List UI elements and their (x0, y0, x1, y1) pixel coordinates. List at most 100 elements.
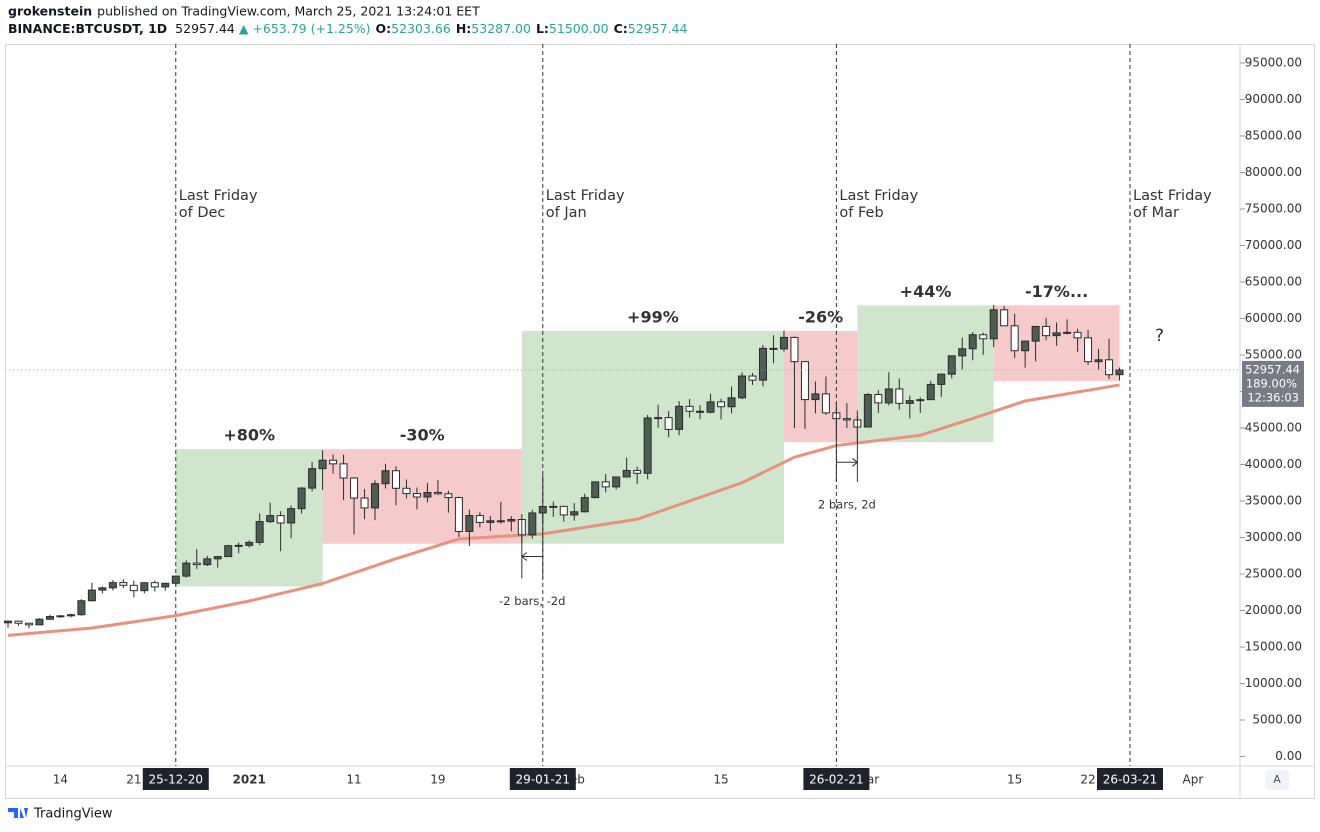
candle-body (245, 541, 254, 546)
candle (371, 480, 380, 521)
candle (297, 486, 306, 514)
header-item: BINANCE:BTCUSDT, 1D (8, 21, 167, 36)
candle (224, 544, 233, 558)
candle-body (905, 400, 914, 404)
candle (580, 493, 589, 513)
candle-body (297, 487, 306, 510)
candle-body (150, 582, 159, 588)
candle (266, 502, 275, 524)
candle-body (874, 394, 883, 404)
candle-body (318, 459, 327, 470)
candle-body (4, 620, 12, 624)
candle (4, 620, 12, 628)
event-label: of Mar (1133, 205, 1179, 221)
candle (66, 613, 75, 618)
candle-body (1105, 359, 1114, 376)
candle-body (371, 483, 380, 509)
candle (287, 505, 296, 539)
candle-body (1084, 337, 1093, 363)
measure-arrowhead (521, 552, 528, 561)
event-label: of Jan (546, 205, 587, 221)
candle-body (779, 336, 788, 350)
y-tick-label: 60000.00 (1245, 311, 1302, 325)
candle (486, 516, 495, 531)
candle-body (192, 562, 201, 566)
x-tick-label: Apr (1183, 773, 1204, 787)
header-item: C: (614, 21, 628, 36)
auto-scale-button[interactable] (1265, 770, 1289, 790)
candle-body (1021, 340, 1030, 352)
candle-body (402, 487, 411, 495)
candle-body (696, 410, 705, 413)
candle-body (255, 521, 264, 543)
candle-body (863, 394, 872, 428)
candle (675, 401, 684, 436)
x-tick-label: 2021 (232, 773, 265, 787)
candle (528, 509, 537, 539)
candle (738, 372, 747, 400)
candle-body (1000, 309, 1009, 327)
y-tick-label: 10000.00 (1245, 676, 1302, 690)
candle-body (538, 505, 547, 514)
event-label: Last Friday (1133, 188, 1212, 204)
candle (454, 496, 463, 537)
candle-body (591, 481, 600, 499)
event-label: Last Friday (546, 188, 625, 204)
y-tick-label: 70000.00 (1245, 238, 1302, 252)
candle (465, 509, 474, 546)
candle (863, 393, 872, 428)
candle (234, 542, 243, 554)
candle-body (56, 615, 65, 618)
zone (857, 305, 994, 443)
candle-body (612, 476, 621, 488)
zone-label: -17%... (1025, 282, 1088, 301)
candle-body (895, 388, 904, 404)
candle (1000, 305, 1009, 327)
candle (622, 457, 631, 478)
y-tick-label: 75000.00 (1245, 201, 1302, 215)
auto-scale-label[interactable]: A (1273, 773, 1281, 786)
y-tick-label: 65000.00 (1245, 274, 1302, 288)
candle-body (444, 493, 453, 499)
candle-body (98, 587, 107, 591)
y-tick-label: 20000.00 (1245, 603, 1302, 617)
candle-body (14, 620, 23, 624)
candle (811, 381, 820, 414)
candle-body (811, 393, 820, 401)
candle-body (664, 417, 673, 430)
candle (937, 373, 946, 397)
candle-body (989, 309, 998, 340)
candle-body (1073, 331, 1082, 339)
candle (161, 582, 170, 591)
candle (391, 466, 400, 506)
candle-body (203, 558, 212, 566)
header-item: O: (376, 21, 392, 36)
candle (727, 386, 736, 414)
candle-body (842, 418, 851, 421)
candle-body (748, 375, 757, 381)
measure-arrowhead (852, 457, 859, 467)
header-item: ▲ +653.79 (+1.25%) (239, 21, 371, 36)
candle (1021, 340, 1030, 368)
event-label: Last Friday (179, 188, 258, 204)
candle (433, 480, 442, 495)
candle-body (182, 562, 191, 577)
event-label: of Feb (839, 205, 883, 221)
event-label: Last Friday (839, 188, 918, 204)
candle-body (654, 417, 663, 420)
y-tick-label: 55000.00 (1245, 347, 1302, 361)
candle-body (979, 334, 988, 340)
candle (769, 335, 778, 364)
candle (87, 582, 96, 602)
candle-body (884, 388, 893, 404)
candle (643, 414, 652, 480)
candle (549, 501, 558, 517)
candle-body (433, 491, 442, 495)
candle-body (926, 383, 935, 401)
candle-body (454, 497, 463, 532)
candle-body (1042, 325, 1051, 337)
candle (203, 555, 212, 566)
zone (175, 449, 323, 587)
y-tick-label: 25000.00 (1245, 567, 1302, 581)
